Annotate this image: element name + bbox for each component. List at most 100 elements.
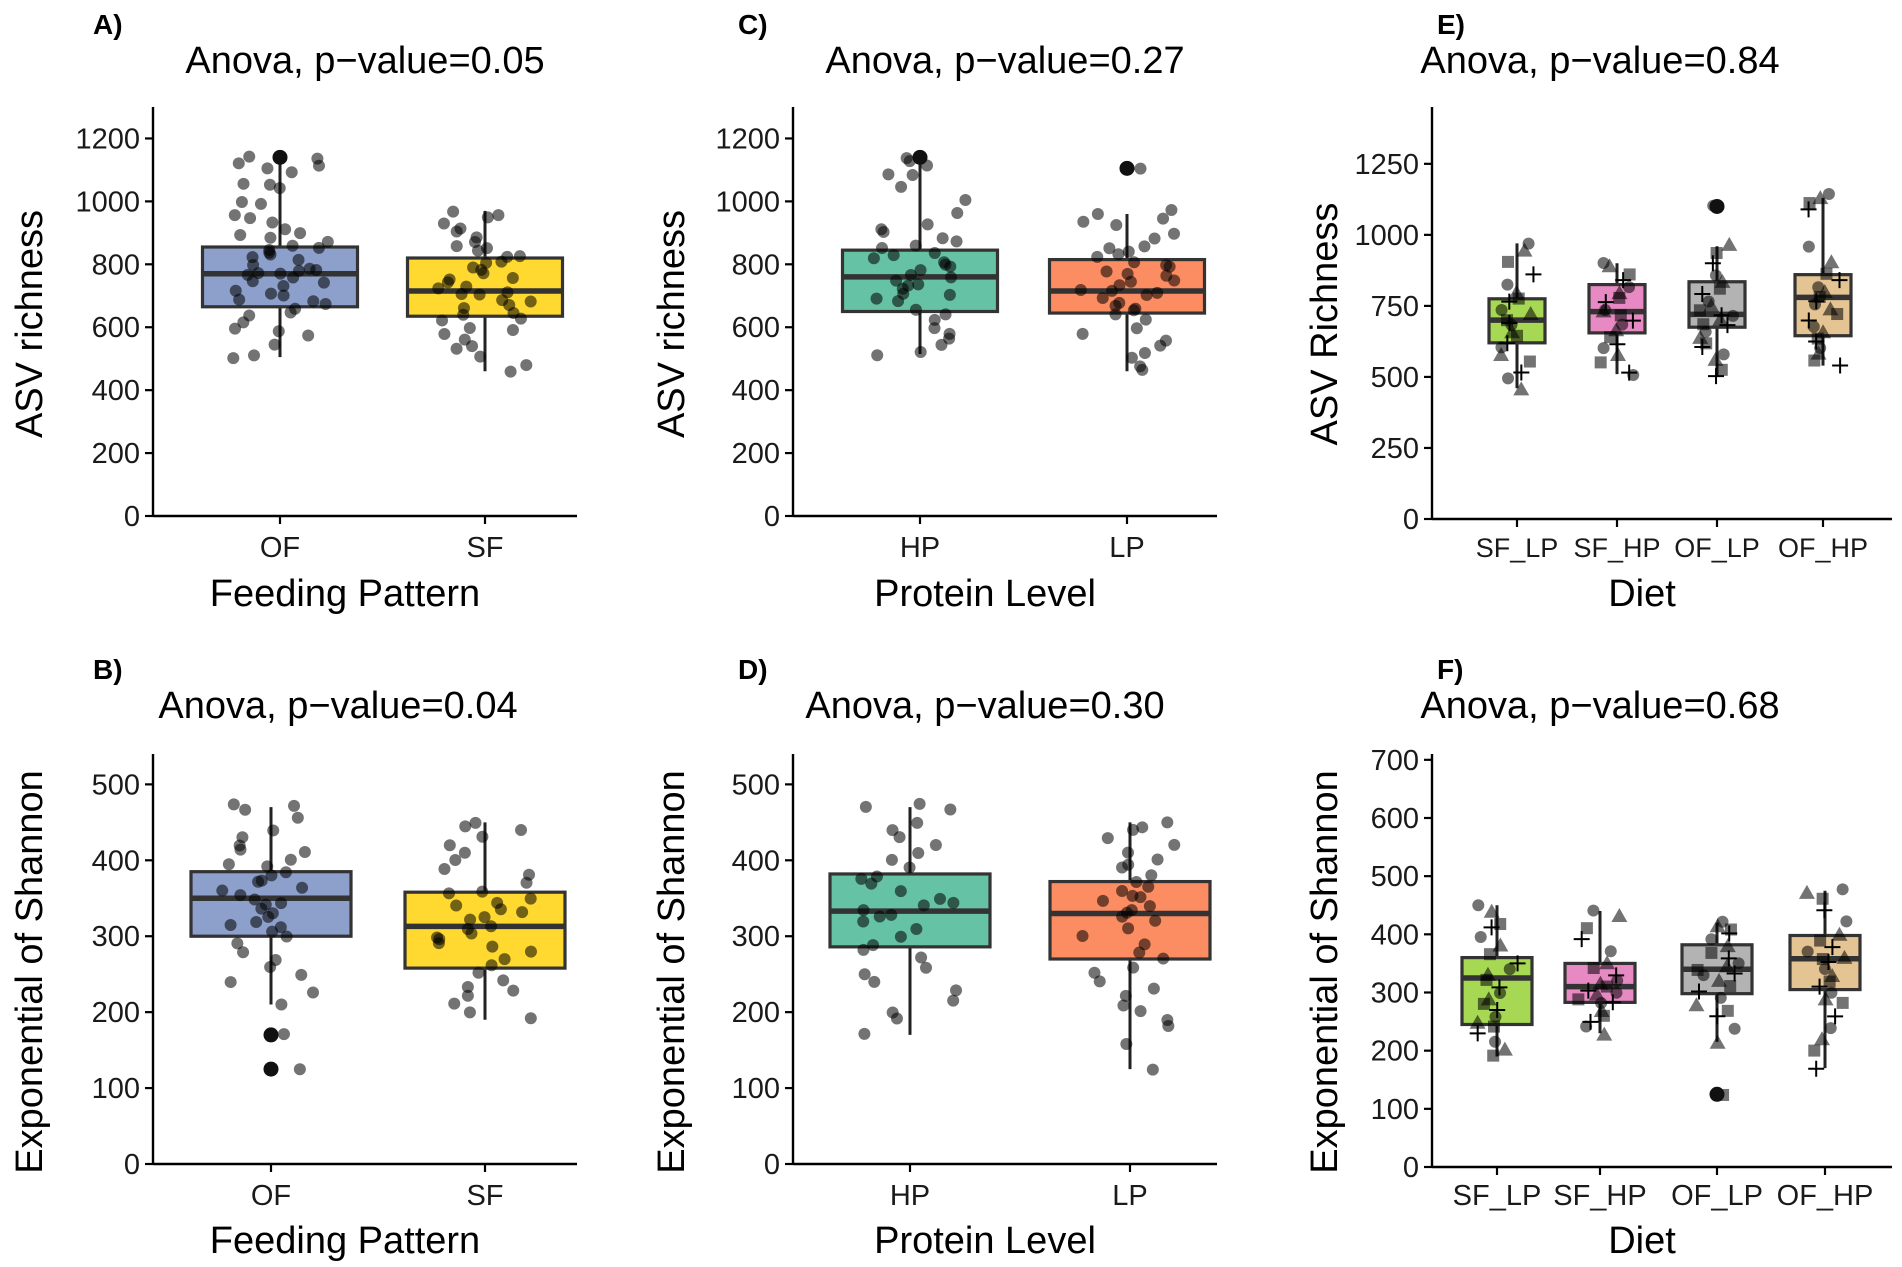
- data-point: [890, 274, 903, 287]
- data-point: [1157, 212, 1170, 225]
- data-point: [264, 287, 277, 300]
- data-point: [943, 288, 956, 301]
- data-point: [1119, 989, 1132, 1002]
- data-point: [524, 892, 537, 905]
- data-point: [1818, 963, 1831, 976]
- x-tick-label: OF: [251, 1180, 291, 1212]
- data-point: [450, 342, 463, 355]
- data-point: [1703, 297, 1720, 312]
- data-point: [443, 839, 456, 852]
- data-point: [1483, 948, 1496, 961]
- data-point: [1492, 937, 1509, 952]
- data-point: [1594, 356, 1607, 369]
- data-point: [1493, 347, 1510, 362]
- y-tick-label: 750: [1371, 291, 1419, 323]
- y-tick-label: 0: [764, 1149, 780, 1181]
- data-point: [857, 943, 870, 956]
- box-iqr: [403, 890, 567, 970]
- data-point: [494, 903, 507, 916]
- data-point: [1694, 285, 1711, 302]
- data-point: [1138, 347, 1151, 360]
- x-tick-label: HP: [900, 532, 940, 564]
- data-point: [928, 246, 941, 259]
- data-point: [1136, 821, 1149, 834]
- data-point: [1088, 966, 1101, 979]
- data-point: [246, 275, 259, 288]
- y-tick-label: 300: [1371, 977, 1419, 1009]
- y-axis-title: ASV richness: [9, 210, 51, 438]
- x-tick-label: SF_HP: [1573, 533, 1660, 563]
- panel-e: E)Anova, p−value=0.84 0 250 500 750 1000 1250A…: [1304, 9, 1892, 615]
- data-point: [1807, 320, 1820, 333]
- x-tick-label: HP: [890, 1180, 930, 1212]
- data-point: [1495, 304, 1508, 317]
- panel-d: D) Anova, p−value=0.30 0 100 200 300 400 500 Exp…: [651, 654, 1217, 1262]
- data-point: [1808, 354, 1821, 367]
- data-point: [232, 157, 245, 170]
- data-point: [495, 255, 508, 268]
- data-point: [1822, 187, 1835, 200]
- data-point: [858, 968, 871, 981]
- x-axis-title: Protein Level: [874, 1220, 1096, 1262]
- data-point: [1157, 952, 1170, 965]
- x-tick-label: OF: [260, 532, 300, 564]
- y-tick-label: 200: [732, 438, 780, 470]
- y-tick-label: 500: [1371, 362, 1419, 394]
- data-point: [224, 919, 237, 932]
- data-point: [894, 885, 907, 898]
- y-tick-label: 0: [764, 501, 780, 533]
- data-point: [855, 872, 868, 885]
- y-tick-label: 200: [92, 997, 140, 1029]
- data-point: [910, 922, 923, 935]
- data-point: [228, 209, 241, 222]
- data-point: [1511, 329, 1524, 342]
- data-point: [450, 225, 463, 238]
- data-point: [1690, 983, 1707, 1000]
- data-point: [1611, 908, 1628, 923]
- data-point: [476, 830, 489, 843]
- data-point: [1705, 946, 1718, 959]
- y-tick-label: 100: [1371, 1094, 1419, 1126]
- data-point: [255, 902, 268, 915]
- data-point: [287, 271, 300, 284]
- box-group-of-lp: OF_LP: [1671, 915, 1763, 1212]
- data-point: [473, 288, 486, 301]
- panel-a: A) Anova, p−value=0.05 0 200 400 600 800 1000 12…: [9, 9, 577, 615]
- data-point: [1513, 381, 1530, 396]
- data-point: [234, 889, 247, 902]
- data-point: [1074, 284, 1087, 297]
- data-point: [959, 194, 972, 207]
- y-tick-label: 400: [732, 375, 780, 407]
- data-point: [1509, 955, 1526, 972]
- data-point: [867, 939, 880, 952]
- data-point: [449, 853, 462, 866]
- data-point: [1798, 884, 1815, 899]
- y-tick-label: 0: [124, 1149, 140, 1181]
- data-point: [463, 322, 476, 335]
- data-point: [1707, 351, 1724, 366]
- data-point: [516, 906, 529, 919]
- y-axis-title: Exponential of Shannon: [1304, 770, 1346, 1174]
- data-point: [1728, 1022, 1741, 1035]
- data-point: [1161, 816, 1174, 829]
- data-point: [1489, 1035, 1502, 1048]
- x-tick-label: OF_HP: [1777, 1180, 1874, 1212]
- data-point: [1148, 232, 1161, 245]
- data-point: [1151, 286, 1164, 299]
- data-point: [1122, 846, 1135, 859]
- data-point: [476, 885, 489, 898]
- box-group-sf-hp: SF_HP: [1573, 257, 1661, 563]
- data-point: [248, 349, 261, 362]
- data-point: [857, 915, 870, 928]
- y-tick-label: 100: [732, 1073, 780, 1105]
- data-point: [885, 853, 898, 866]
- outlier-point: [1119, 160, 1135, 176]
- data-point: [1130, 322, 1143, 335]
- data-point: [1825, 986, 1838, 999]
- data-point: [237, 177, 250, 190]
- y-tick-label: 500: [92, 769, 140, 801]
- data-point: [1599, 955, 1616, 970]
- box-group-hp: HP: [828, 797, 992, 1212]
- data-point: [906, 169, 919, 182]
- x-tick-label: OF_HP: [1778, 533, 1868, 563]
